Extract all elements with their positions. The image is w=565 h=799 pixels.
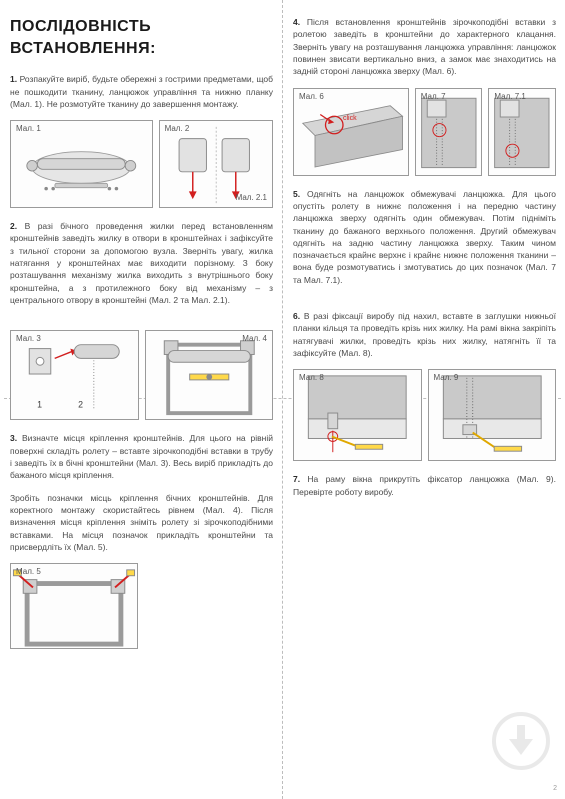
figure-6-label: Мал. 6 (299, 92, 324, 103)
click-label: click (343, 114, 357, 121)
figure-2-label: Мал. 2 (165, 124, 190, 135)
right-column: 4. Після встановлення кронштейнів зірочк… (287, 16, 562, 661)
step-3b-text: Зробіть позначки місць кріплення бічних … (10, 492, 273, 554)
figure-9-label: Мал. 9 (434, 373, 459, 384)
figure-9: Мал. 9 (428, 369, 557, 461)
step-4-text: 4. Після встановлення кронштейнів зірочк… (293, 16, 556, 78)
figure-8: Мал. 8 (293, 369, 422, 461)
page-number: 2 (553, 784, 557, 793)
watermark-icon (491, 711, 551, 771)
step-6-text: 6. В разі фіксації виробу під нахил, вст… (293, 310, 556, 359)
fig-row-5: Мал. 8 Мал. 9 (293, 369, 556, 461)
figure-5: Мал. 5 (10, 563, 138, 649)
figure-2: Мал. 2 Мал. 2.1 (159, 120, 273, 208)
step-1-text: 1. Розпакуйте виріб, будьте обережні з г… (10, 73, 273, 110)
step-5-text: 5. Одягніть на ланцюжок обмежувачі ланцю… (293, 188, 556, 287)
figure-8-label: Мал. 8 (299, 373, 324, 384)
figure-71: Мал. 7.1 (488, 88, 556, 176)
svg-text:1: 1 (37, 400, 42, 410)
page-title: ПОСЛІДОВНІСТЬ ВСТАНОВЛЕННЯ: (10, 16, 273, 59)
svg-text:2: 2 (78, 400, 83, 410)
figure-4: Мал. 4 (145, 330, 274, 420)
fig-row-2: Мал. 3 1 2 Мал. 4 (10, 330, 273, 420)
instruction-page: ПОСЛІДОВНІСТЬ ВСТАНОВЛЕННЯ: 1. Розпакуйт… (0, 0, 565, 671)
figure-21-label: Мал. 2.1 (236, 193, 267, 204)
fig-row-3: Мал. 5 (10, 563, 273, 649)
figure-6: Мал. 6 click (293, 88, 409, 176)
figure-5-label: Мал. 5 (16, 567, 41, 578)
fig-row-1: Мал. 1 Мал. 2 Мал. 2.1 (10, 120, 273, 208)
figure-7: Мал. 7 (415, 88, 483, 176)
figure-71-label: Мал. 7.1 (494, 92, 525, 103)
figure-7-label: Мал. 7 (421, 92, 446, 103)
fig-row-4: Мал. 6 click Мал. 7 (293, 88, 556, 176)
figure-3-label: Мал. 3 (16, 334, 41, 345)
figure-3: Мал. 3 1 2 (10, 330, 139, 420)
step-3-text: 3. Визначте місця кріплення кронштейнів.… (10, 432, 273, 481)
figure-1: Мал. 1 (10, 120, 153, 208)
step-2-text: 2. В разі бічного проведення жилки перед… (10, 220, 273, 306)
figure-4-label: Мал. 4 (242, 334, 267, 345)
figure-1-label: Мал. 1 (16, 124, 41, 135)
step-7-text: 7. На раму вікна прикрутіть фіксатор лан… (293, 473, 556, 498)
left-column: ПОСЛІДОВНІСТЬ ВСТАНОВЛЕННЯ: 1. Розпакуйт… (4, 16, 279, 661)
